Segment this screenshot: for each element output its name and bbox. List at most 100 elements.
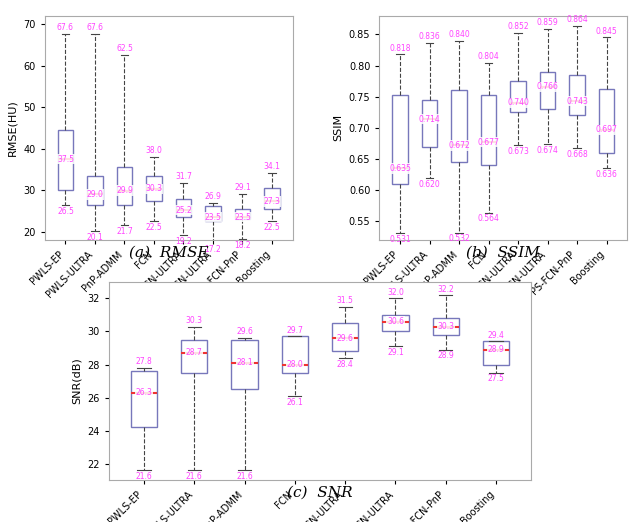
Text: 27.5: 27.5 — [488, 374, 504, 383]
PathPatch shape — [232, 340, 258, 389]
X-axis label: Methods: Methods — [145, 311, 193, 321]
PathPatch shape — [116, 168, 132, 205]
PathPatch shape — [392, 96, 408, 184]
Y-axis label: RMSE(HU): RMSE(HU) — [8, 100, 18, 156]
PathPatch shape — [131, 371, 157, 428]
PathPatch shape — [510, 81, 525, 112]
Text: 31.7: 31.7 — [175, 172, 192, 181]
Text: 26.1: 26.1 — [287, 398, 303, 407]
Text: 21.7: 21.7 — [116, 227, 133, 235]
PathPatch shape — [540, 72, 556, 109]
Text: 22.5: 22.5 — [264, 223, 280, 232]
Text: 0.740: 0.740 — [507, 99, 529, 108]
Text: 26.5: 26.5 — [57, 207, 74, 216]
PathPatch shape — [235, 209, 250, 219]
Text: 28.0: 28.0 — [287, 360, 303, 369]
Text: 29.0: 29.0 — [86, 190, 104, 199]
Text: 0.743: 0.743 — [566, 97, 588, 105]
Text: 0.852: 0.852 — [508, 22, 529, 31]
PathPatch shape — [483, 341, 509, 364]
PathPatch shape — [332, 323, 358, 351]
Text: 30.6: 30.6 — [387, 317, 404, 326]
Text: 26.9: 26.9 — [205, 192, 221, 201]
Text: 37.5: 37.5 — [57, 155, 74, 163]
PathPatch shape — [264, 188, 280, 209]
Text: 30.3: 30.3 — [145, 184, 163, 194]
Text: 0.636: 0.636 — [596, 170, 618, 179]
Text: 29.4: 29.4 — [488, 331, 504, 340]
Text: (c)  SNR: (c) SNR — [287, 485, 353, 500]
Text: 19.2: 19.2 — [175, 237, 192, 246]
Text: 0.673: 0.673 — [507, 147, 529, 156]
Text: 23.5: 23.5 — [205, 213, 221, 222]
PathPatch shape — [176, 198, 191, 217]
Y-axis label: SSIM: SSIM — [333, 114, 343, 141]
Text: 34.1: 34.1 — [264, 162, 280, 171]
Text: 32.0: 32.0 — [387, 288, 404, 297]
PathPatch shape — [87, 176, 102, 205]
Text: 0.859: 0.859 — [537, 18, 559, 27]
Text: 0.677: 0.677 — [477, 138, 499, 147]
Text: 0.668: 0.668 — [566, 150, 588, 159]
Text: 20.1: 20.1 — [86, 233, 103, 242]
Text: 26.3: 26.3 — [136, 388, 152, 397]
PathPatch shape — [382, 315, 408, 331]
Text: 0.564: 0.564 — [477, 215, 499, 223]
Text: 0.766: 0.766 — [536, 82, 559, 91]
Text: (b)  SSIM: (b) SSIM — [467, 245, 540, 259]
Text: 27.3: 27.3 — [264, 197, 280, 206]
Text: 21.6: 21.6 — [186, 472, 203, 481]
Text: 0.532: 0.532 — [448, 234, 470, 243]
Text: 28.1: 28.1 — [236, 359, 253, 367]
Text: 32.2: 32.2 — [437, 284, 454, 293]
Text: 30.3: 30.3 — [186, 316, 203, 325]
X-axis label: Methods: Methods — [479, 311, 527, 321]
Text: 0.836: 0.836 — [419, 32, 440, 41]
Text: 0.697: 0.697 — [596, 125, 618, 134]
PathPatch shape — [147, 176, 162, 200]
Text: 18.2: 18.2 — [234, 241, 251, 250]
PathPatch shape — [570, 75, 585, 115]
Text: 29.6: 29.6 — [337, 334, 353, 342]
Text: 0.714: 0.714 — [419, 115, 440, 124]
Text: 0.674: 0.674 — [536, 146, 559, 155]
Text: 29.1: 29.1 — [387, 348, 404, 357]
Text: 0.818: 0.818 — [389, 43, 411, 53]
Y-axis label: SNR(dB): SNR(dB) — [72, 358, 82, 405]
PathPatch shape — [433, 318, 459, 335]
Text: 31.5: 31.5 — [337, 296, 353, 305]
Text: 29.1: 29.1 — [234, 183, 251, 192]
PathPatch shape — [181, 340, 207, 373]
Text: 22.5: 22.5 — [145, 223, 163, 232]
Text: 0.845: 0.845 — [596, 27, 618, 35]
Text: 25.2: 25.2 — [175, 206, 192, 215]
Text: 29.9: 29.9 — [116, 186, 133, 195]
PathPatch shape — [205, 206, 221, 221]
Text: 0.840: 0.840 — [448, 30, 470, 39]
Text: 28.9: 28.9 — [437, 351, 454, 360]
Text: 28.4: 28.4 — [337, 360, 353, 369]
Text: 0.531: 0.531 — [389, 235, 411, 244]
Text: 21.6: 21.6 — [136, 472, 152, 481]
Text: 62.5: 62.5 — [116, 44, 133, 53]
Text: 28.7: 28.7 — [186, 349, 203, 358]
PathPatch shape — [599, 89, 614, 153]
Text: 17.2: 17.2 — [205, 245, 221, 254]
Text: 0.864: 0.864 — [566, 15, 588, 24]
PathPatch shape — [481, 96, 496, 165]
Text: 67.6: 67.6 — [57, 23, 74, 32]
PathPatch shape — [451, 90, 467, 162]
Text: 21.6: 21.6 — [236, 472, 253, 481]
Text: 27.8: 27.8 — [136, 357, 152, 366]
Text: 0.620: 0.620 — [419, 180, 440, 188]
Text: 0.672: 0.672 — [448, 141, 470, 150]
Text: (a)  RMSE: (a) RMSE — [129, 245, 209, 259]
Text: 67.6: 67.6 — [86, 23, 104, 32]
Text: 0.635: 0.635 — [389, 164, 411, 173]
Text: 28.9: 28.9 — [488, 345, 504, 354]
Text: 29.7: 29.7 — [287, 326, 303, 335]
Text: 23.5: 23.5 — [234, 213, 251, 222]
Text: 38.0: 38.0 — [145, 146, 163, 155]
PathPatch shape — [282, 336, 308, 373]
Text: 29.6: 29.6 — [236, 327, 253, 337]
